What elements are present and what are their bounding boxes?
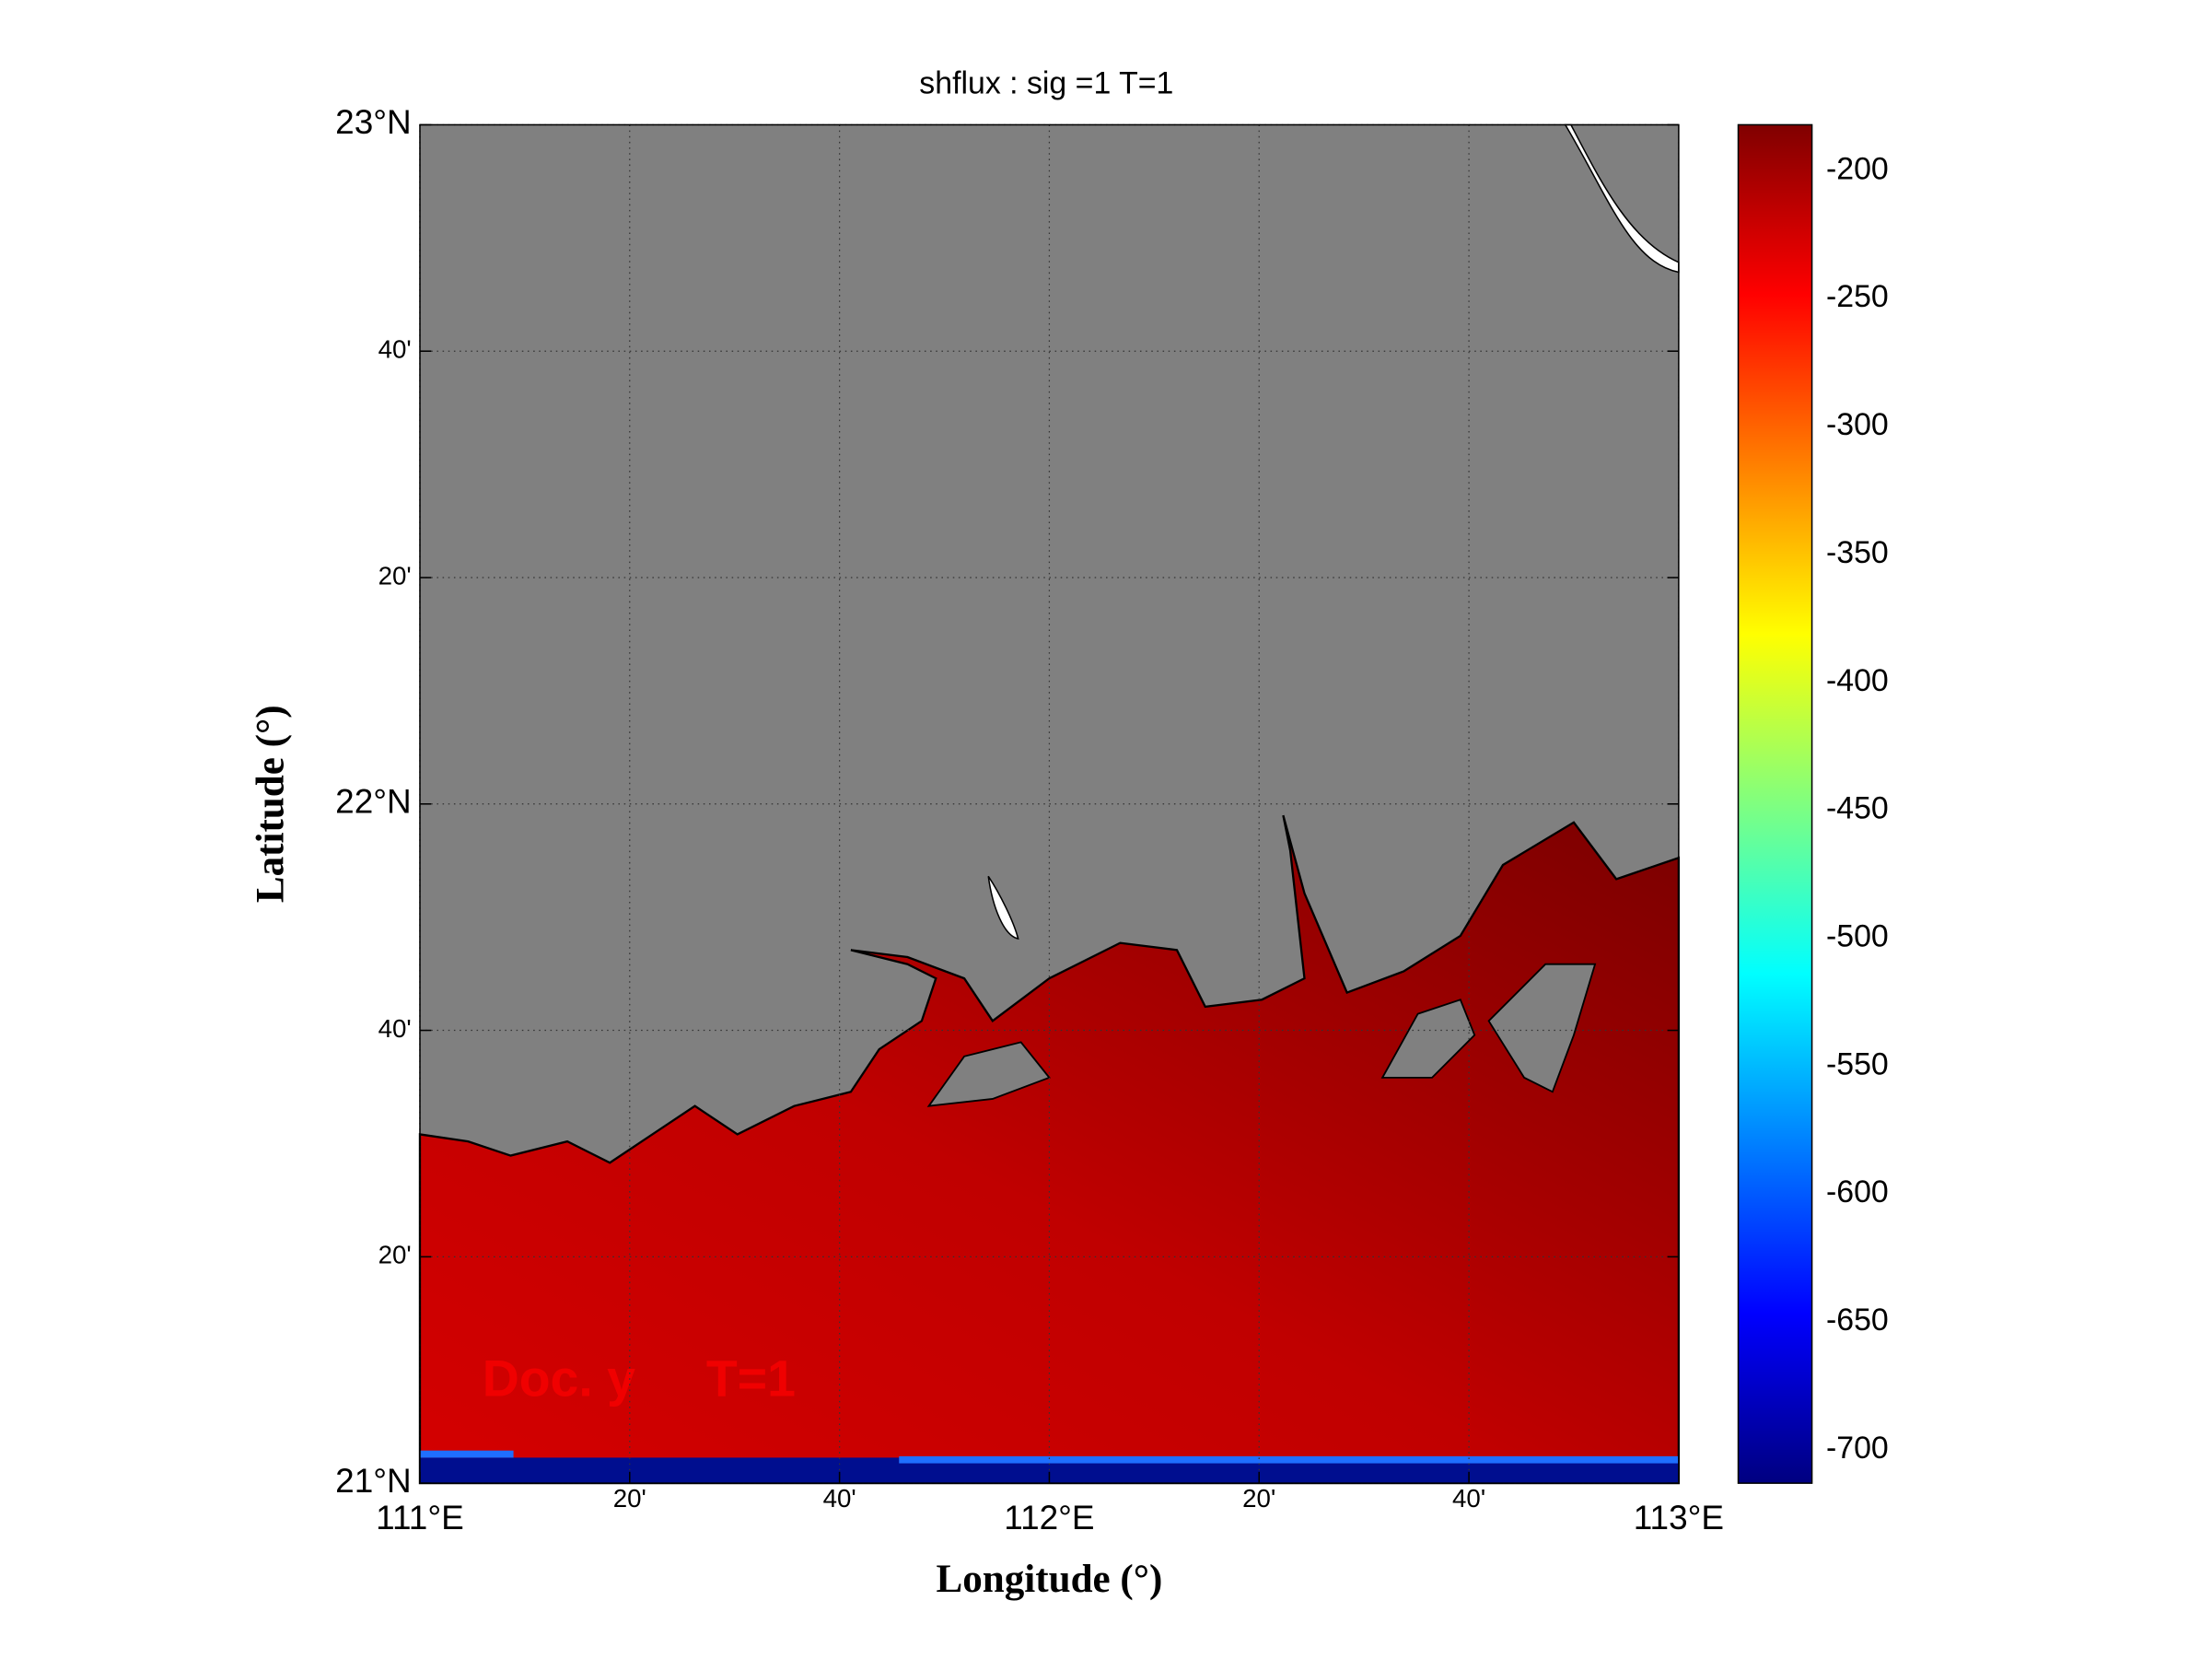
colorbar-tick-label: -650 <box>1826 1303 1889 1338</box>
sea <box>418 814 1681 1485</box>
colorbar-tick-label: -600 <box>1826 1174 1889 1209</box>
y-tick-label: 22°N <box>335 783 412 821</box>
x-tick-label: 112°E <box>1004 1499 1094 1536</box>
colorbar-tick-label: -450 <box>1826 791 1889 826</box>
x-axis-label: Longitude (°) <box>936 1558 1162 1601</box>
map-frame <box>419 123 1680 1484</box>
colorbar-tick-label: -250 <box>1826 279 1889 314</box>
colorbar-tick-label: -300 <box>1826 407 1889 442</box>
y-tick-label: 20' <box>378 561 412 590</box>
x-tick-label: 111°E <box>376 1499 464 1536</box>
island <box>926 1041 1051 1107</box>
y-tick-label: 40' <box>378 1014 412 1043</box>
colorbar-tick-label: -400 <box>1826 663 1889 698</box>
colorbar-tick-label: -700 <box>1826 1431 1889 1466</box>
colorbar-tick-label: -550 <box>1826 1046 1889 1081</box>
colorbar-tick-label: -200 <box>1826 151 1889 186</box>
y-axis-label: Latitude (°) <box>249 705 292 903</box>
colorbar-tick-label: -350 <box>1826 535 1889 570</box>
title: shflux : sig =1 T=1 <box>919 65 1173 100</box>
x-tick-label: 20' <box>613 1484 646 1513</box>
y-tick-label: 23°N <box>335 103 412 141</box>
y-tick-label: 20' <box>378 1241 412 1269</box>
blue-line <box>419 1450 514 1458</box>
blue-line <box>899 1455 1679 1464</box>
annotation: Doc. y T=1 <box>483 1349 796 1407</box>
colorbar-tick-label: -500 <box>1826 919 1889 954</box>
colorbar <box>1737 123 1813 1484</box>
island <box>1380 999 1476 1079</box>
island <box>1487 963 1597 1093</box>
x-tick-label: 20' <box>1242 1484 1275 1513</box>
x-tick-label: 113°E <box>1634 1499 1724 1536</box>
x-tick-label: 40' <box>1452 1484 1485 1513</box>
y-tick-label: 40' <box>378 335 412 364</box>
y-tick-label: 21°N <box>335 1462 412 1500</box>
x-tick-label: 40' <box>823 1484 856 1513</box>
lake <box>987 875 1019 940</box>
